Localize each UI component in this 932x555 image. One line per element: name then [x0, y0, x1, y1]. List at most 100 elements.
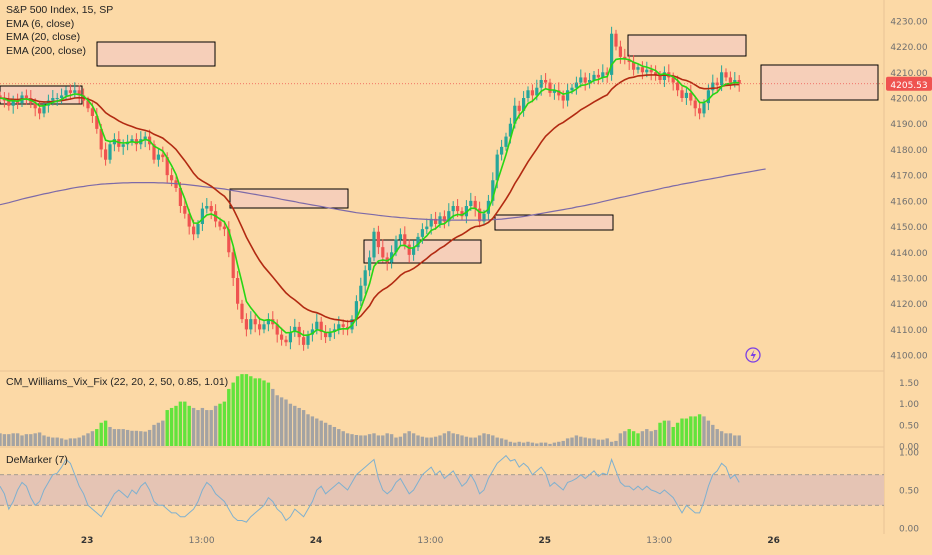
candle-body — [7, 100, 11, 106]
candle-body — [539, 80, 543, 88]
candle-body — [605, 72, 609, 75]
vix-bar — [86, 433, 90, 446]
vix-bar — [222, 401, 227, 446]
candle-body — [368, 257, 372, 271]
vix-bar — [469, 437, 473, 446]
vix-bar — [46, 436, 51, 446]
vix-bar — [196, 410, 200, 446]
vix-bar — [389, 434, 394, 446]
candle-body — [60, 95, 64, 98]
vix-bar — [279, 397, 284, 446]
candle-body — [262, 324, 266, 330]
vix-bar — [271, 388, 275, 446]
demarker-pane-title[interactable]: DeMarker (7) — [6, 454, 68, 466]
vix-bar — [367, 434, 372, 446]
candle-body — [649, 69, 653, 73]
candle-body — [720, 72, 724, 86]
candle-body — [328, 332, 332, 338]
vix-bar — [59, 438, 64, 446]
candle-body — [434, 218, 438, 224]
candle-body — [11, 100, 15, 106]
vix-bar — [187, 405, 191, 446]
vix-bar — [407, 431, 411, 446]
indicator-ema20[interactable]: EMA (20, close) — [6, 31, 81, 43]
vix-bar — [161, 420, 165, 446]
candle-body — [170, 175, 174, 181]
vix-bar — [733, 435, 737, 446]
candle-body — [676, 82, 680, 91]
candle-body — [671, 77, 675, 83]
candle-body — [99, 128, 103, 150]
vix-bar — [645, 429, 649, 446]
symbol-title[interactable]: S&P 500 Index, 15, SP — [6, 4, 114, 16]
candle-body — [544, 80, 548, 83]
vix-bar — [587, 438, 592, 446]
candle-body — [68, 90, 72, 93]
candle-body — [733, 80, 737, 83]
candle-body — [341, 324, 345, 327]
vix-bar — [288, 403, 293, 446]
indicator-ema6[interactable]: EMA (6, close) — [6, 17, 75, 30]
vix-bar — [640, 431, 645, 446]
vix-bar — [7, 434, 11, 446]
vix-bar — [156, 422, 161, 446]
vix-bar — [51, 437, 55, 446]
candle-body — [0, 95, 2, 98]
candle-body — [596, 74, 600, 78]
price-tag — [886, 76, 932, 91]
vix-bar — [711, 424, 715, 446]
demarker-axis-tick: 1.00 — [899, 448, 919, 458]
vix-bar — [583, 437, 587, 446]
vix-axis-tick: 1.00 — [899, 400, 919, 410]
vix-bar — [539, 442, 543, 446]
vix-bar — [728, 433, 733, 446]
vix-bar — [552, 442, 557, 446]
candle-body — [552, 90, 556, 93]
vix-bar — [504, 439, 508, 446]
vix-bar — [297, 407, 301, 446]
price-axis-tick: 4170.00 — [890, 172, 927, 182]
candle-body — [104, 149, 108, 160]
indicator-ema200[interactable]: EMA (200, close) — [6, 44, 86, 57]
vix-bar — [671, 426, 675, 446]
vix-bar — [425, 437, 429, 446]
vix-bar — [667, 420, 671, 446]
candle-body — [601, 72, 605, 78]
candle-body — [579, 77, 583, 83]
candle-body — [495, 154, 499, 181]
candle-body — [249, 319, 253, 330]
vix-bar — [649, 431, 653, 446]
vix-bar — [174, 405, 178, 446]
price-tag-label: 4205.53 — [890, 81, 927, 91]
zone-rectangle — [96, 41, 216, 67]
vix-bar — [623, 431, 627, 446]
candle-body — [319, 321, 323, 332]
candle-body — [632, 62, 636, 70]
candle-body — [310, 329, 314, 335]
candle-body — [588, 80, 592, 83]
candle-body — [706, 90, 710, 104]
candle-body — [403, 234, 407, 245]
vix-bar — [218, 403, 222, 446]
candle-body — [121, 144, 125, 147]
vix-bar — [609, 441, 614, 446]
candle-body — [614, 33, 618, 47]
candle-body — [636, 67, 640, 70]
demarker-axis-tick: 0.00 — [899, 525, 919, 535]
vix-pane-title[interactable]: CM_Williams_Vix_Fix (22, 20, 2, 50, 0.85… — [6, 376, 229, 388]
candle-body — [698, 108, 702, 114]
candle-body — [95, 116, 99, 129]
demarker-band — [0, 474, 884, 506]
vix-bar — [702, 416, 706, 446]
candle-body — [240, 303, 244, 320]
candle-body — [469, 200, 473, 206]
candle-body — [500, 146, 504, 155]
zone-rectangle — [627, 34, 747, 57]
candle-body — [227, 229, 231, 253]
vix-bar — [618, 433, 623, 446]
candle-body — [513, 105, 517, 124]
ema6-line — [0, 57, 740, 337]
demarker-axis-tick: 0.50 — [899, 487, 919, 497]
